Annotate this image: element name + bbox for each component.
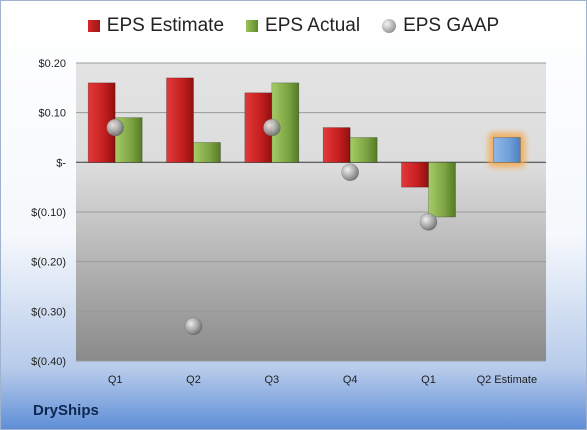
legend: EPS Estimate EPS Actual EPS GAAP [1, 15, 586, 37]
legend-item-estimate: EPS Estimate [87, 15, 225, 37]
x-tick-label: Q3 [264, 374, 279, 386]
legend-label-gaap: EPS GAAP [403, 15, 500, 36]
legend-item-gaap: EPS GAAP [382, 15, 499, 37]
dot-eps-gaap [106, 118, 124, 137]
x-tick-label: Q1 [421, 374, 436, 386]
x-tick-label: Q1 [108, 374, 123, 386]
dot-eps-gaap [184, 317, 203, 336]
company-name: DryShips [33, 402, 99, 419]
x-tick-label: Q2 Estimate [477, 374, 538, 386]
legend-swatch-actual [246, 20, 259, 32]
legend-swatch-estimate [87, 20, 100, 32]
dot-eps-gaap [263, 118, 281, 137]
y-tick-label: $(0.10) [31, 207, 66, 219]
y-tick-label: $(0.30) [31, 306, 66, 318]
dot-eps-gaap [419, 213, 438, 231]
bar-eps-actual [193, 142, 221, 163]
legend-label-estimate: EPS Estimate [106, 15, 225, 36]
bar-eps-estimate [401, 162, 429, 188]
bar-eps-actual [428, 162, 456, 218]
y-tick-label: $0.10 [38, 108, 66, 120]
y-tick-label: $- [56, 157, 66, 169]
legend-item-actual: EPS Actual [246, 15, 360, 37]
x-tick-label: Q2 [186, 374, 201, 386]
bar-eps-estimate [322, 127, 351, 163]
bar-q2-estimate [493, 137, 521, 163]
legend-label-actual: EPS Actual [265, 15, 361, 36]
dot-eps-gaap [341, 163, 359, 182]
bar-eps-actual [349, 137, 378, 163]
y-tick-label: $(0.40) [31, 356, 66, 368]
y-tick-label: $0.20 [38, 58, 66, 70]
x-tick-label: Q4 [343, 374, 358, 386]
y-tick-label: $(0.20) [31, 257, 66, 269]
bar-eps-estimate [166, 77, 194, 163]
legend-swatch-gaap [382, 19, 397, 33]
